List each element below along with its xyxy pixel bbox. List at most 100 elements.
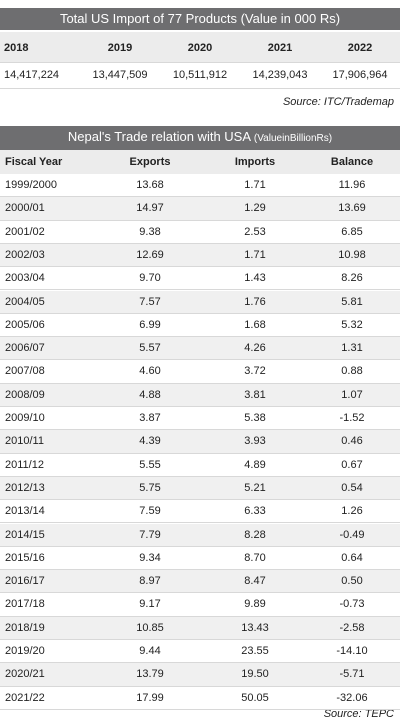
trade-cell: 0.54 [341, 481, 363, 494]
column-header: Fiscal Year [5, 156, 63, 168]
trade-row: 2000/01 14.97 1.29 13.69 [0, 197, 400, 221]
trade-cell: 2016/17 [5, 575, 45, 588]
trade-cell: 2003/04 [5, 272, 45, 285]
trade-cell: 5.21 [244, 481, 266, 494]
trade-cell: 2006/07 [5, 342, 45, 355]
trade-row: 2019/20 9.44 23.55 -14.10 [0, 640, 400, 664]
trade-cell: 13.43 [241, 621, 269, 634]
trade-cell: -32.06 [336, 691, 368, 704]
column-header: Exports [129, 156, 171, 168]
trade-cell: 12.69 [136, 248, 164, 261]
trade-cell: 9.17 [139, 598, 161, 611]
trade-cell: 6.33 [244, 505, 266, 518]
trade-cell: 1.71 [244, 179, 266, 191]
trade-cell: 2.53 [244, 225, 266, 238]
trade-row: 2012/13 5.75 5.21 0.54 [0, 476, 400, 501]
trade-cell: 1.71 [244, 248, 266, 261]
trade-cell: 3.87 [139, 412, 161, 424]
trade-cell: 50.05 [241, 691, 269, 704]
import-value: 13,447,509 [92, 69, 148, 81]
trade-row: 2006/07 5.57 4.26 1.31 [0, 337, 400, 361]
trade-cell: 0.46 [341, 435, 363, 448]
trade-cell: 2004/05 [5, 295, 45, 308]
trade-row: 1999/2000 13.68 1.71 11.96 [0, 174, 400, 198]
trade-cell: 9.44 [139, 645, 161, 657]
trade-row: 2020/21 13.79 19.50 -5.71 [0, 663, 400, 687]
trade-row: 2009/10 3.87 5.38 -1.52 [0, 407, 400, 431]
trade-cell: 2000/01 [5, 202, 45, 215]
trade-cell: 9.38 [139, 225, 161, 238]
year-header: 2018 [4, 42, 29, 54]
trade-cell: 5.32 [341, 318, 363, 331]
trade-cell: -14.10 [336, 645, 368, 657]
import-source: Source: ITC/Trademap [282, 96, 394, 108]
trade-unit: (ValueinBillionRs) [253, 133, 333, 144]
trade-cell: 1.07 [341, 388, 363, 401]
trade-row: 2002/03 12.69 1.71 10.98 [0, 243, 400, 268]
column-header: Imports [234, 156, 276, 168]
trade-header-row: Fiscal Year Exports Imports Balance [0, 150, 400, 175]
trade-cell: 9.34 [139, 551, 161, 564]
trade-cell: 2011/12 [5, 458, 44, 471]
trade-cell: 8.28 [244, 528, 266, 541]
trade-cell: 0.64 [341, 551, 363, 564]
trade-row: 2010/11 4.39 3.93 0.46 [0, 430, 400, 454]
year-header: 2022 [347, 42, 373, 54]
year-header: 2021 [267, 42, 293, 54]
trade-row: 2003/04 9.70 1.43 8.26 [0, 267, 400, 291]
trade-cell: 2010/11 [5, 435, 44, 448]
trade-cell: 1.43 [244, 272, 266, 285]
trade-cell: 0.50 [341, 575, 363, 588]
trade-row: 2021/22 17.99 50.05 -32.06 [0, 686, 400, 710]
trade-cell: 0.67 [341, 458, 363, 471]
trade-cell: -0.49 [339, 528, 365, 541]
trade-cell: 2002/03 [5, 248, 45, 261]
column-header: Balance [330, 156, 374, 168]
trade-row: 2004/05 7.57 1.76 5.81 [0, 290, 400, 314]
trade-cell: 4.39 [139, 435, 161, 448]
trade-cell: 4.60 [139, 365, 161, 378]
trade-cell: 1.76 [244, 295, 266, 308]
trade-cell: 7.57 [139, 295, 161, 308]
trade-cell: 10.98 [338, 248, 366, 261]
trade-cell: 5.55 [139, 458, 161, 471]
year-header: 2019 [107, 42, 133, 54]
import-value: 14,417,224 [4, 69, 60, 81]
trade-row: 2005/06 6.99 1.68 5.32 [0, 313, 400, 338]
header-row: 2018 2019 2020 2021 2022 [0, 32, 400, 63]
trade-cell: -1.52 [339, 412, 365, 424]
trade-cell: 7.79 [139, 528, 161, 541]
trade-cell: 5.57 [139, 342, 161, 355]
trade-cell: 2001/02 [5, 225, 45, 238]
trade-cell: 2007/08 [5, 365, 45, 378]
trade-row: 2008/09 4.88 3.81 1.07 [0, 383, 400, 407]
trade-cell: 1.26 [341, 505, 363, 518]
trade-cell: 3.72 [244, 365, 266, 378]
trade-cell: 6.85 [341, 225, 363, 238]
trade-cell: 11.96 [338, 179, 366, 191]
trade-cell: 23.55 [241, 645, 269, 657]
trade-row: 2018/19 10.85 13.43 -2.58 [0, 616, 400, 640]
trade-cell: -2.58 [339, 621, 365, 634]
trade-row: 2007/08 4.60 3.72 0.88 [0, 360, 400, 384]
value-row: 14,417,224 13,447,509 10,511,912 14,239,043… [0, 62, 400, 89]
trade-cell: 13.69 [338, 202, 366, 215]
trade-cell: 4.89 [244, 458, 266, 471]
trade-cell: 2009/10 [5, 412, 45, 424]
trade-cell: 1.29 [244, 202, 266, 215]
trade-cell: 2020/21 [5, 668, 45, 681]
trade-title-bar: Nepal's Trade relation with USA (Valuein… [0, 126, 400, 150]
trade-cell: 2021/22 [5, 691, 45, 704]
trade-cell: 2012/13 [5, 481, 45, 494]
trade-row: 2011/12 5.55 4.89 0.67 [0, 453, 400, 477]
import-value: 10,511,912 [172, 69, 228, 81]
trade-cell: 3.93 [244, 435, 266, 448]
trade-row: 2013/14 7.59 6.33 1.26 [0, 500, 400, 524]
trade-cell: 8.70 [244, 551, 266, 564]
trade-cell: 6.99 [139, 318, 161, 331]
trade-cell: 2014/15 [5, 528, 45, 541]
trade-cell: 2005/06 [5, 318, 45, 331]
trade-cell: 19.50 [241, 668, 269, 681]
trade-cell: 8.47 [244, 575, 266, 588]
